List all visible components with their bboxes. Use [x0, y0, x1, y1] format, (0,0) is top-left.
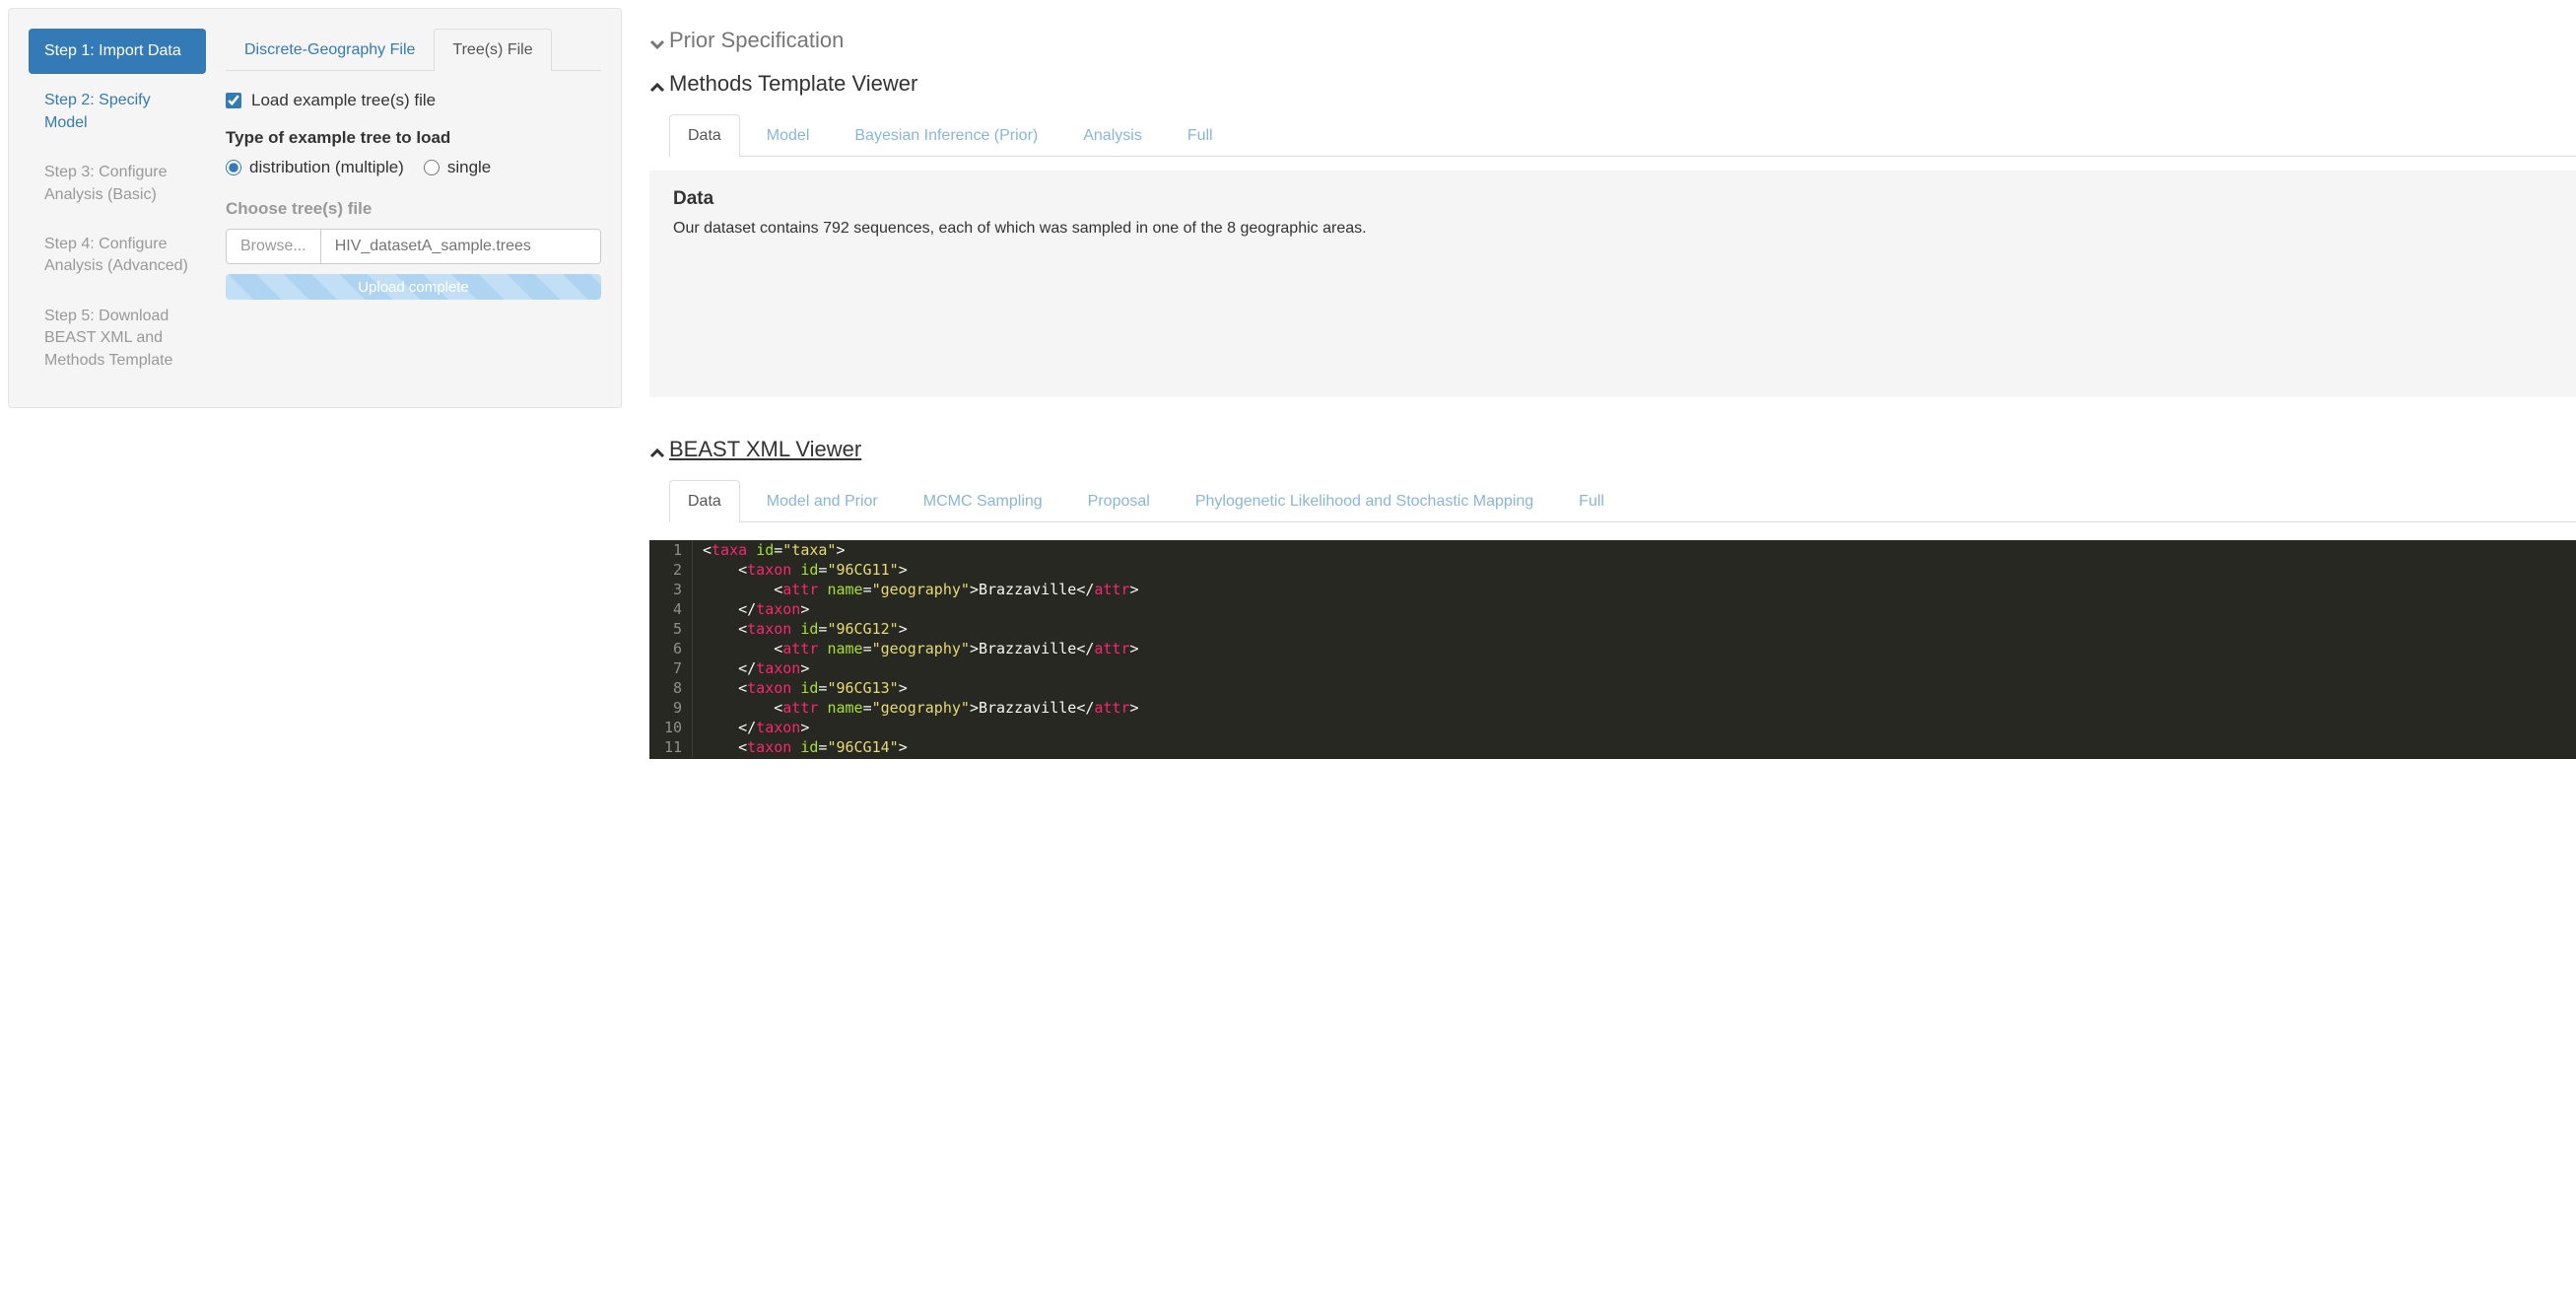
step-1[interactable]: Step 1: Import Data — [29, 29, 206, 74]
code-content: </taxon> — [693, 718, 809, 737]
xml-viewer-header[interactable]: BEAST XML Viewer — [649, 437, 2576, 462]
radio-single-label: single — [447, 158, 491, 177]
line-number: 7 — [649, 658, 693, 678]
code-line: 3 <attr name="geography">Brazzaville</at… — [649, 580, 2576, 599]
load-example-label: Load example tree(s) file — [251, 91, 436, 110]
xml-tab-model[interactable]: Model and Prior — [748, 480, 897, 522]
step-3: Step 3: Configure Analysis (Basic) — [29, 150, 206, 218]
methods-viewer-title: Methods Template Viewer — [669, 71, 917, 97]
xml-viewer-title: BEAST XML Viewer — [669, 437, 861, 462]
line-number: 11 — [649, 737, 693, 757]
methods-tab-model[interactable]: Model — [748, 114, 829, 157]
chevron-up-icon — [649, 442, 665, 457]
radio-distribution[interactable]: distribution (multiple) — [226, 158, 404, 177]
code-line: 9 <attr name="geography">Brazzaville</at… — [649, 698, 2576, 718]
line-number: 5 — [649, 619, 693, 639]
radio-single[interactable]: single — [424, 158, 491, 177]
line-number: 3 — [649, 580, 693, 599]
code-content: <taxon id="96CG11"> — [693, 560, 908, 580]
code-line: 2 <taxon id="96CG11"> — [649, 560, 2576, 580]
import-sub-tabs: Discrete-Geography File Tree(s) File — [226, 29, 601, 71]
code-content: <attr name="geography">Brazzaville</attr… — [693, 580, 1139, 599]
load-example-checkbox[interactable] — [226, 93, 241, 108]
line-number: 6 — [649, 639, 693, 658]
steps-nav: Step 1: Import Data Step 2: Specify Mode… — [29, 29, 206, 387]
code-content: <taxa id="taxa"> — [693, 540, 846, 560]
xml-viewer-tabs: Data Model and Prior MCMC Sampling Propo… — [669, 480, 2576, 522]
code-line: 7 </taxon> — [649, 658, 2576, 678]
line-number: 1 — [649, 540, 693, 560]
code-content: <taxon id="96CG14"> — [693, 737, 908, 757]
step-5: Step 5: Download BEAST XML and Methods T… — [29, 294, 206, 383]
methods-tab-data[interactable]: Data — [669, 114, 740, 157]
code-content: </taxon> — [693, 658, 809, 678]
code-line: 8 <taxon id="96CG13"> — [649, 678, 2576, 698]
code-line: 6 <attr name="geography">Brazzaville</at… — [649, 639, 2576, 658]
tree-type-label: Type of example tree to load — [226, 128, 601, 148]
methods-tab-prior[interactable]: Bayesian Inference (Prior) — [836, 114, 1056, 157]
xml-code-editor[interactable]: 1<taxa id="taxa">2 <taxon id="96CG11">3 … — [649, 540, 2576, 759]
tab-trees-file[interactable]: Tree(s) File — [434, 29, 551, 71]
tab-discrete-geography[interactable]: Discrete-Geography File — [226, 29, 434, 71]
upload-status-text: Upload complete — [358, 279, 469, 296]
radio-distribution-label: distribution (multiple) — [249, 158, 404, 177]
methods-viewer-body: Data Our dataset contains 792 sequences,… — [649, 171, 2576, 397]
methods-body-title: Data — [673, 188, 2552, 210]
code-line: 10 </taxon> — [649, 718, 2576, 737]
methods-tab-analysis[interactable]: Analysis — [1064, 114, 1161, 157]
code-line: 5 <taxon id="96CG12"> — [649, 619, 2576, 639]
radio-single-input[interactable] — [424, 160, 440, 175]
prior-spec-title: Prior Specification — [669, 28, 844, 53]
browse-button: Browse... — [226, 229, 321, 264]
import-data-area: Discrete-Geography File Tree(s) File Loa… — [226, 29, 601, 300]
line-number: 8 — [649, 678, 693, 698]
file-name-input — [321, 229, 601, 264]
wizard-panel: Step 1: Import Data Step 2: Specify Mode… — [8, 8, 622, 408]
line-number: 10 — [649, 718, 693, 737]
xml-tab-mcmc[interactable]: MCMC Sampling — [905, 480, 1061, 522]
chevron-down-icon — [649, 33, 665, 48]
code-content: </taxon> — [693, 599, 809, 619]
xml-tab-phylo[interactable]: Phylogenetic Likelihood and Stochastic M… — [1177, 480, 1552, 522]
output-panel: Prior Specification Methods Template Vie… — [630, 0, 2576, 759]
radio-distribution-input[interactable] — [226, 160, 241, 175]
prior-spec-header[interactable]: Prior Specification — [649, 28, 2576, 53]
line-number: 4 — [649, 599, 693, 619]
code-content: <taxon id="96CG13"> — [693, 678, 908, 698]
xml-tab-proposal[interactable]: Proposal — [1069, 480, 1169, 522]
xml-tab-full[interactable]: Full — [1560, 480, 1623, 522]
line-number: 9 — [649, 698, 693, 718]
step-2[interactable]: Step 2: Specify Model — [29, 78, 206, 146]
chevron-up-icon — [649, 76, 665, 92]
code-content: <attr name="geography">Brazzaville</attr… — [693, 639, 1139, 658]
methods-tab-full[interactable]: Full — [1169, 114, 1232, 157]
choose-file-label: Choose tree(s) file — [226, 199, 601, 219]
methods-viewer-tabs: Data Model Bayesian Inference (Prior) An… — [669, 114, 2576, 157]
line-number: 2 — [649, 560, 693, 580]
code-line: 1<taxa id="taxa"> — [649, 540, 2576, 560]
code-line: 4 </taxon> — [649, 599, 2576, 619]
methods-viewer-header[interactable]: Methods Template Viewer — [649, 71, 2576, 97]
upload-progress: Upload complete — [226, 274, 601, 300]
code-content: <attr name="geography">Brazzaville</attr… — [693, 698, 1139, 718]
xml-tab-data[interactable]: Data — [669, 480, 740, 522]
code-content: <taxon id="96CG12"> — [693, 619, 908, 639]
code-line: 11 <taxon id="96CG14"> — [649, 737, 2576, 757]
step-4: Step 4: Configure Analysis (Advanced) — [29, 222, 206, 290]
methods-body-text: Our dataset contains 792 sequences, each… — [673, 220, 2552, 238]
